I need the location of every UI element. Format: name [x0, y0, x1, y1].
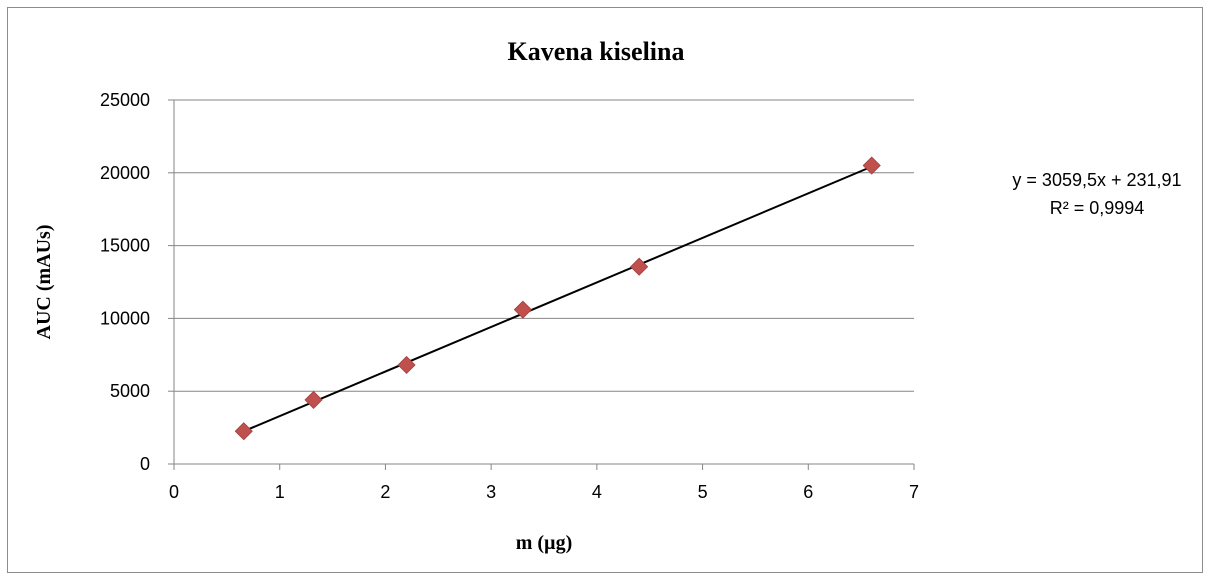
x-tick-label: 4: [592, 482, 602, 502]
grid-layer: [174, 99, 914, 392]
x-axis-title: m (µg): [516, 532, 573, 554]
y-axis-title: AUC (mAUs): [33, 225, 55, 340]
trendline-r-squared: R² = 0,9994: [1050, 198, 1145, 218]
trendline: [243, 165, 873, 433]
chart-frame: [7, 7, 1203, 573]
x-tick-label: 3: [486, 482, 496, 502]
chart-title: Kavena kiselina: [508, 37, 685, 66]
x-tick-label: 7: [909, 482, 919, 502]
y-tick-label: 0: [140, 454, 150, 474]
x-tick-label: 6: [803, 482, 813, 502]
axis-layer: [168, 99, 915, 470]
x-tick-label: 1: [275, 482, 285, 502]
trendline-equation: y = 3059,5x + 231,91: [1012, 170, 1181, 190]
x-tick-label: 5: [698, 482, 708, 502]
y-tick-label: 5000: [110, 381, 150, 401]
y-tick-label: 20000: [100, 163, 150, 183]
data-point: [862, 156, 881, 175]
tick-labels: 0 5000 10000 15000 20000 25000 0 1 2 3 4 5 6 7: [100, 90, 919, 502]
y-tick-label: 10000: [100, 308, 150, 328]
data-point: [513, 300, 532, 319]
x-tick-label: 0: [169, 482, 179, 502]
data-point: [234, 422, 253, 441]
data-points: [234, 156, 881, 441]
y-tick-label: 25000: [100, 90, 150, 110]
data-point: [630, 257, 649, 276]
x-tick-label: 2: [380, 482, 390, 502]
data-point: [304, 390, 323, 410]
y-tick-label: 15000: [100, 236, 150, 256]
data-point: [397, 355, 416, 375]
